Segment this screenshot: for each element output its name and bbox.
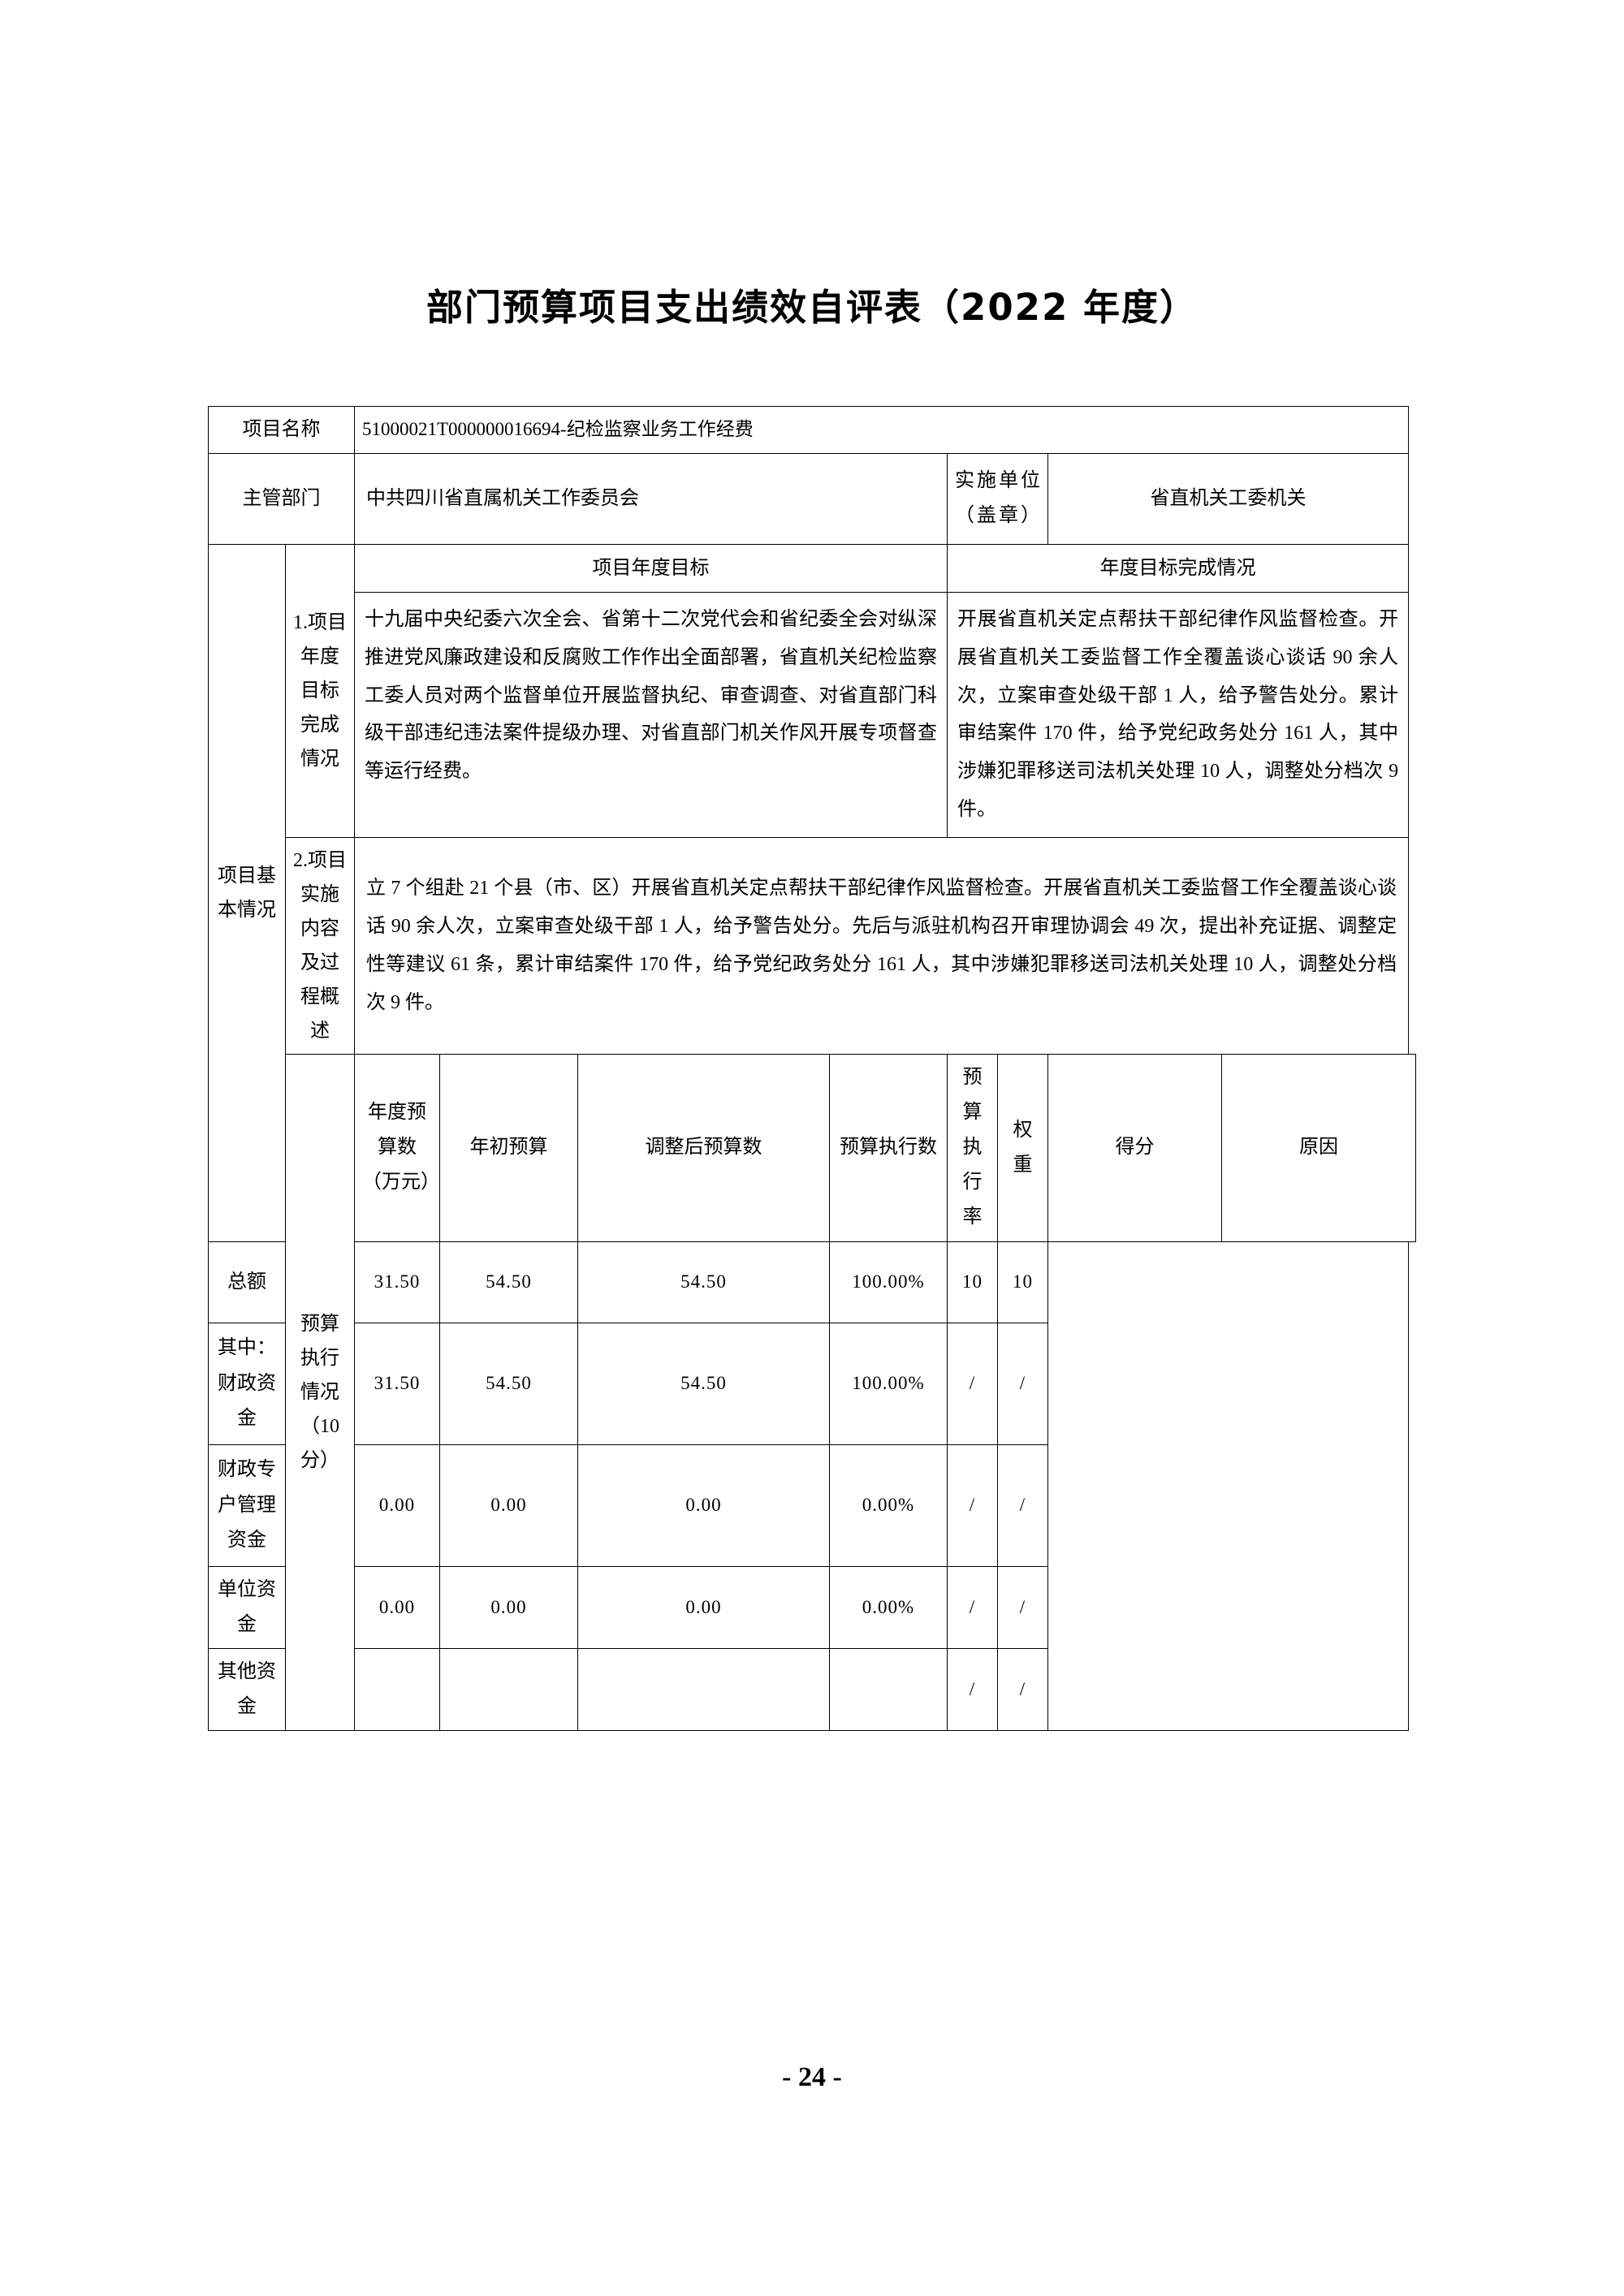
budget-reason-value [1047,1241,1410,1732]
column-header-annual-goal: 项目年度目标 [354,543,948,593]
table-row-budget-headers: 预算执行情况（10分） 年度预算数（万元） 年初预算 调整后预算数 预算执行数 … [209,1053,1416,1732]
budget-adjusted-value: 0.00 [439,1565,578,1650]
budget-weight-value: / [947,1444,998,1567]
budget-weight-value: / [947,1322,998,1445]
table-row-budget-unit-funds: 单位资金 0.00 0.00 0.00 0.00% / / [208,1565,1416,1650]
budget-header-adjusted: 调整后预算数 [577,1053,830,1242]
budget-initial-value: 31.50 [354,1241,440,1323]
table-row-goal-body: 十九届中央纪委六次全会、省第十二次党代会和省纪委全会对纵深推进党风廉政建设和反腐… [209,591,1416,838]
budget-row-label: 其他资金 [208,1648,286,1732]
table-row-department: 主管部门 中共四川省直属机关工作委员会 实施单位（盖章） 省直机关工委机关 [208,452,1416,545]
budget-score-value: / [997,1322,1048,1445]
budget-header-reason: 原因 [1221,1053,1416,1242]
budget-rate-value [829,1648,948,1732]
project-basics-section-label: 项目基本情况 [208,543,286,1242]
annual-completion-text: 开展省直机关定点帮扶干部纪律作风监督检查。开展省直机关工委监督工作全覆盖谈心谈话… [946,591,1410,838]
budget-adjusted-value [439,1648,578,1732]
budget-header-initial: 年初预算 [439,1053,578,1242]
budget-adjusted-value: 54.50 [439,1241,578,1323]
budget-score-value: / [997,1565,1048,1650]
budget-header-rate: 预算执行率 [947,1053,998,1242]
budget-initial-value: 0.00 [354,1444,440,1567]
table-row-budget-fiscal: 其中：财政资金 31.50 54.50 54.50 100.00% / / [208,1322,1416,1445]
performance-evaluation-table: 项目名称 51000021T000000016694-纪检监察业务工作经费 主管… [208,406,1416,1732]
project-name-value: 51000021T000000016694-纪检监察业务工作经费 [353,406,1410,454]
budget-rate-value: 100.00% [829,1322,948,1445]
budget-rate-value: 100.00% [829,1241,948,1323]
budget-rate-value: 0.00% [829,1565,948,1650]
budget-executed-value: 54.50 [577,1241,830,1323]
table-row-budget-special-account: 财政专户管理资金 0.00 0.00 0.00 0.00% / / [208,1444,1416,1567]
annual-goal-text: 十九届中央纪委六次全会、省第十二次党代会和省纪委全会对纵深推进党风廉政建设和反腐… [354,591,948,838]
table-row-goal-headers: 项目基本情况 1.项目年度目标完成情况 项目年度目标 年度目标完成情况 [208,543,1416,1242]
table-row-budget-total: 总额 31.50 54.50 54.50 100.00% 10 10 [208,1241,1416,1732]
project-name-label: 项目名称 [208,406,355,454]
budget-adjusted-value: 54.50 [439,1322,578,1445]
table-row-project-name: 项目名称 51000021T000000016694-纪检监察业务工作经费 [208,406,1416,454]
budget-executed-value [577,1648,830,1732]
budget-score-value: / [997,1444,1048,1567]
page-title: 部门预算项目支出绩效自评表（2022 年度） [426,286,1198,329]
budget-initial-value: 0.00 [354,1565,440,1650]
budget-row-label: 总额 [208,1241,286,1323]
budget-rate-value: 0.00% [829,1444,948,1567]
row-label-annual-goal: 1.项目年度目标完成情况 [285,543,355,838]
budget-header-weight: 权重 [997,1053,1048,1242]
budget-score-value: / [997,1648,1048,1732]
page-number-footer: - 24 - [782,2062,842,2092]
budget-weight-value: / [947,1565,998,1650]
column-header-completion: 年度目标完成情况 [946,543,1410,593]
budget-row-label: 财政专户管理资金 [208,1444,286,1567]
budget-row-label: 其中：财政资金 [208,1322,286,1445]
implementing-unit-label: 实施单位（盖章） [947,452,1048,545]
budget-header-annual: 年度预算数（万元） [354,1053,440,1242]
budget-initial-value [354,1648,440,1732]
table-row-implementation: 2.项目实施内容及过程概述 立 7 个组赴 21 个县（市、区）开展省直机关定点… [209,836,1416,1055]
budget-execution-section-label: 预算执行情况（10分） [285,1053,355,1732]
budget-adjusted-value: 0.00 [439,1444,578,1567]
budget-score-value: 10 [997,1241,1048,1323]
budget-executed-value: 54.50 [577,1322,830,1445]
supervising-dept-value: 中共四川省直属机关工作委员会 [354,452,948,545]
budget-weight-value: 10 [947,1241,998,1323]
table-row-budget-other-funds: 其他资金 / / [208,1648,1416,1732]
budget-executed-value: 0.00 [577,1444,830,1567]
implementation-text: 立 7 个组赴 21 个县（市、区）开展省直机关定点帮扶干部纪律作风监督检查。开… [353,836,1410,1055]
row-label-implementation: 2.项目实施内容及过程概述 [285,836,355,1055]
supervising-dept-label: 主管部门 [208,452,355,545]
budget-weight-value: / [947,1648,998,1732]
budget-executed-value: 0.00 [577,1565,830,1650]
budget-row-label: 单位资金 [208,1565,286,1650]
budget-initial-value: 31.50 [354,1322,440,1445]
implementing-unit-value: 省直机关工委机关 [1047,452,1410,545]
budget-header-executed: 预算执行数 [829,1053,948,1242]
budget-header-score: 得分 [1047,1053,1222,1242]
